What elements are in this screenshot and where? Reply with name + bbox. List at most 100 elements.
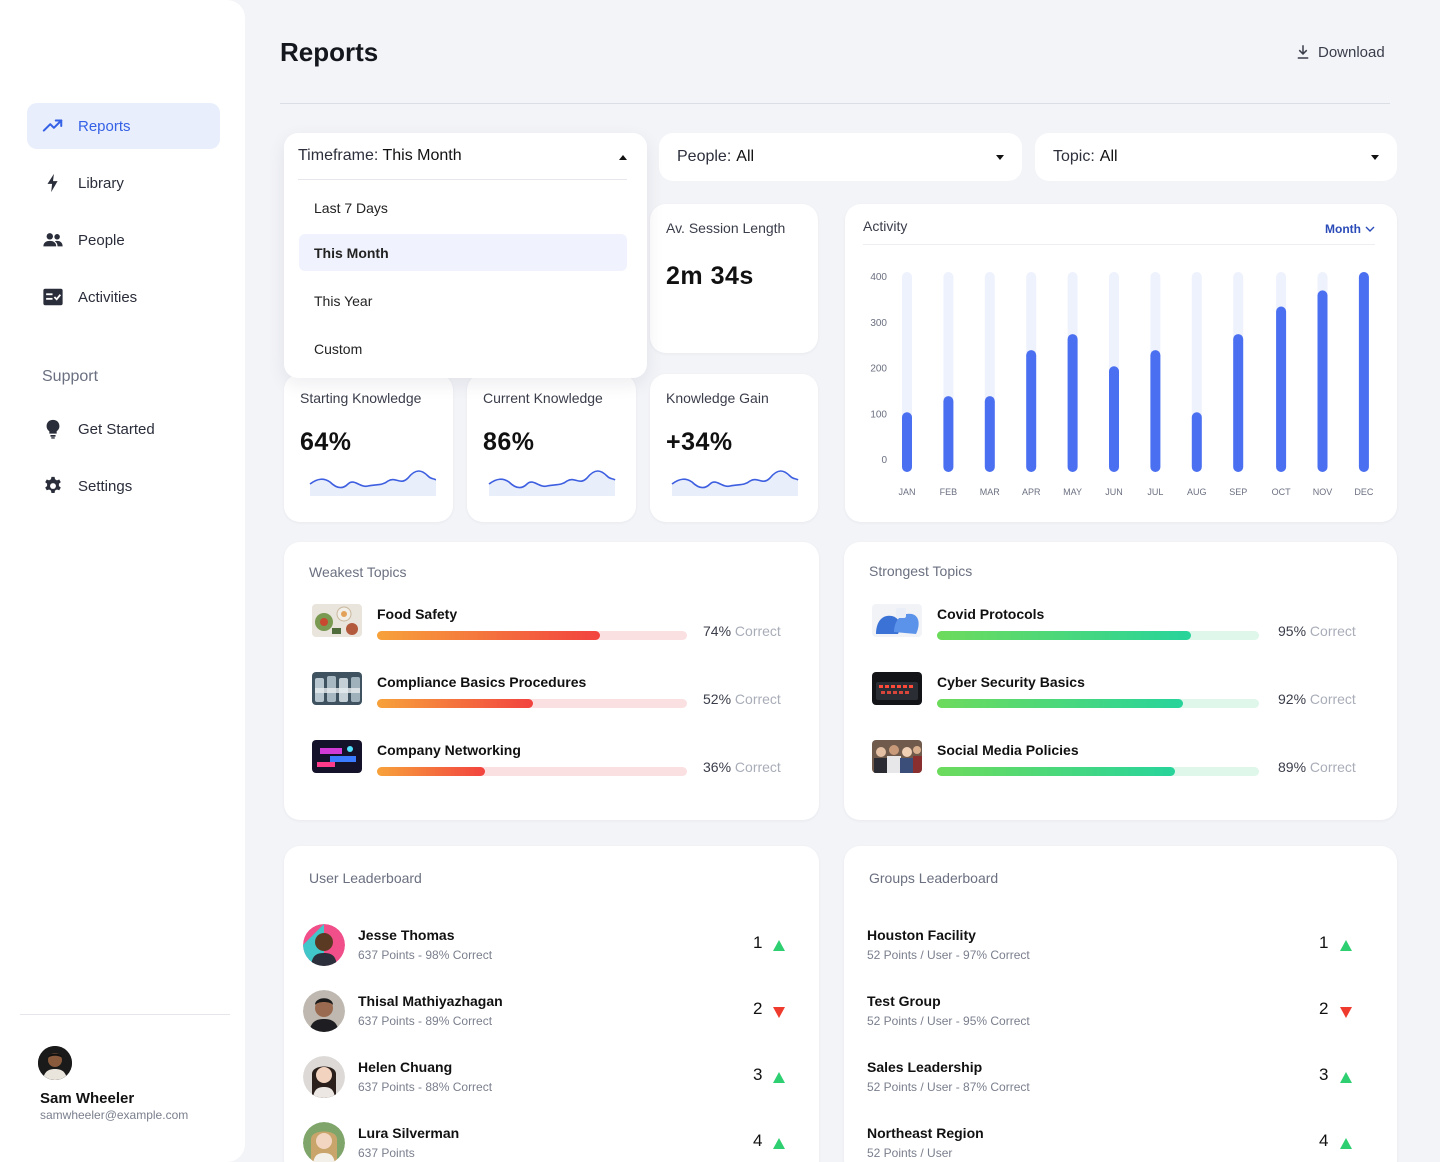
x-tick-label: JAN <box>898 487 915 497</box>
activity-period-select[interactable]: Month <box>1325 222 1375 236</box>
nav-item-settings[interactable]: Settings <box>27 463 220 509</box>
nav-item-people[interactable]: People <box>27 217 220 263</box>
weakest-topics-card: Weakest Topics Food Safety 74% Correct C… <box>284 542 819 820</box>
topic-thumbnail <box>312 672 362 705</box>
y-tick-label: 0 <box>881 455 887 466</box>
trend-up-icon <box>773 1072 785 1083</box>
activity-period-label: Month <box>1325 222 1361 236</box>
avatar <box>303 1056 345 1098</box>
topic-thumbnail <box>872 740 922 773</box>
trend-up-icon <box>773 940 785 951</box>
leaderboard-row[interactable]: Lura Silverman 637 Points 4 <box>284 1122 819 1162</box>
bar-nov[interactable] <box>1317 290 1328 472</box>
timeframe-option[interactable]: This Year <box>314 292 373 309</box>
leaderboard-row[interactable]: Test Group 52 Points / User - 95% Correc… <box>844 990 1397 1040</box>
stat-label: Current Knowledge <box>483 390 603 406</box>
leaderboard-row[interactable]: Jesse Thomas 637 Points - 98% Correct 1 <box>284 924 819 974</box>
strongest-topics-title: Strongest Topics <box>869 563 973 579</box>
bar-may[interactable] <box>1067 334 1078 472</box>
lightbulb-icon <box>41 417 65 441</box>
nav-item-library[interactable]: Library <box>27 160 220 206</box>
user-avatar[interactable] <box>38 1046 72 1080</box>
x-tick-label: FEB <box>940 487 958 497</box>
topic-score-suffix: Correct <box>734 759 781 775</box>
checklist-icon <box>41 285 65 309</box>
topic-score-suffix: Correct <box>734 623 781 639</box>
leaderboard-row[interactable]: Thisal Mathiyazhagan 637 Points - 89% Co… <box>284 990 819 1040</box>
caret-up-icon <box>619 155 627 160</box>
sparkline <box>488 470 616 496</box>
nav-label: Activities <box>78 288 138 306</box>
download-button[interactable]: Download <box>1294 43 1385 61</box>
starting-knowledge-card: Starting Knowledge 64% <box>284 374 453 522</box>
topic-filter[interactable]: Topic: All <box>1035 133 1397 181</box>
nav-item-get-started[interactable]: Get Started <box>27 406 220 452</box>
stat-value: 86% <box>483 428 535 456</box>
trend-down-icon <box>1340 1007 1352 1018</box>
bar-sep[interactable] <box>1233 334 1244 472</box>
topic-score: 89% Correct <box>1278 759 1356 775</box>
stat-value: 2m 34s <box>666 262 754 290</box>
topic-progress-fill <box>937 699 1183 708</box>
sidebar-divider <box>20 1014 230 1015</box>
leaderboard-rank: 1 <box>1319 933 1329 952</box>
topic-row[interactable]: Social Media Policies 89% Correct <box>844 740 1397 790</box>
timeframe-value: This Month <box>382 147 462 164</box>
bar-jul[interactable] <box>1150 350 1161 472</box>
timeframe-filter[interactable]: Timeframe: This Month <box>298 147 627 180</box>
avatar <box>303 924 345 966</box>
topic-row[interactable]: Cyber Security Basics 92% Correct <box>844 672 1397 722</box>
topic-progress-fill <box>377 631 600 640</box>
y-tick-label: 200 <box>870 364 887 375</box>
leaderboard-stats: 637 Points - 88% Correct <box>358 1080 493 1094</box>
leaderboard-rank: 4 <box>753 1131 763 1150</box>
bar-apr[interactable] <box>1026 350 1037 472</box>
topic-name: Covid Protocols <box>937 606 1045 622</box>
bar-mar[interactable] <box>984 396 995 472</box>
bar-oct[interactable] <box>1276 306 1287 472</box>
bar-dec[interactable] <box>1358 272 1369 472</box>
leaderboard-stats: 637 Points <box>358 1146 415 1160</box>
user-leaderboard-title: User Leaderboard <box>309 870 422 886</box>
avatar <box>303 990 345 1032</box>
y-tick-label: 300 <box>870 318 887 329</box>
bar-jun[interactable] <box>1109 366 1119 472</box>
timeframe-option[interactable]: Last 7 Days <box>314 199 388 216</box>
topic-row[interactable]: Food Safety 74% Correct <box>284 604 819 654</box>
avatar <box>303 1122 345 1162</box>
bar-jan[interactable] <box>902 412 912 472</box>
nav-item-activities[interactable]: Activities <box>27 274 220 320</box>
topic-score-suffix: Correct <box>1309 623 1356 639</box>
user-leaderboard-card: User Leaderboard Jesse Thomas 637 Points… <box>284 846 819 1162</box>
nav-item-reports[interactable]: Reports <box>27 103 220 149</box>
chevron-down-icon <box>1365 226 1375 232</box>
bar-feb[interactable] <box>943 396 954 472</box>
leaderboard-row[interactable]: Northeast Region 52 Points / User 4 <box>844 1122 1397 1162</box>
leaderboard-rank: 3 <box>1319 1065 1329 1084</box>
leaderboard-row[interactable]: Helen Chuang 637 Points - 88% Correct 3 <box>284 1056 819 1106</box>
nav-label: Reports <box>78 117 131 135</box>
x-tick-label: DEC <box>1354 487 1374 497</box>
topic-name: Social Media Policies <box>937 742 1079 758</box>
timeframe-option-selected[interactable]: This Month <box>299 234 627 271</box>
x-tick-label: JUL <box>1147 487 1163 497</box>
leaderboard-row[interactable]: Sales Leadership 52 Points / User - 87% … <box>844 1056 1397 1106</box>
stat-label: Knowledge Gain <box>666 390 769 406</box>
leaderboard-rank: 1 <box>753 933 763 952</box>
activity-card: Activity Month 0 100 200 300 400 JAN FEB MAR APR… <box>845 204 1397 522</box>
sidebar: Reports Library People Activities Suppor… <box>0 0 245 1162</box>
timeframe-option[interactable]: Custom <box>314 340 363 357</box>
topic-row[interactable]: Covid Protocols 95% Correct <box>844 604 1397 654</box>
people-filter[interactable]: People: All <box>659 133 1022 181</box>
download-label: Download <box>1318 43 1385 61</box>
bar-aug[interactable] <box>1191 412 1202 472</box>
leaderboard-name: Test Group <box>867 993 941 1009</box>
topic-row[interactable]: Compliance Basics Procedures 52% Correct <box>284 672 819 722</box>
timeframe-label: Timeframe: <box>298 147 379 164</box>
y-tick-label: 400 <box>870 272 887 283</box>
caret-down-icon <box>996 155 1004 160</box>
topic-row[interactable]: Company Networking 36% Correct <box>284 740 819 790</box>
sparkline <box>671 470 799 496</box>
leaderboard-row[interactable]: Houston Facility 52 Points / User - 97% … <box>844 924 1397 974</box>
topic-score-suffix: Correct <box>1309 691 1356 707</box>
